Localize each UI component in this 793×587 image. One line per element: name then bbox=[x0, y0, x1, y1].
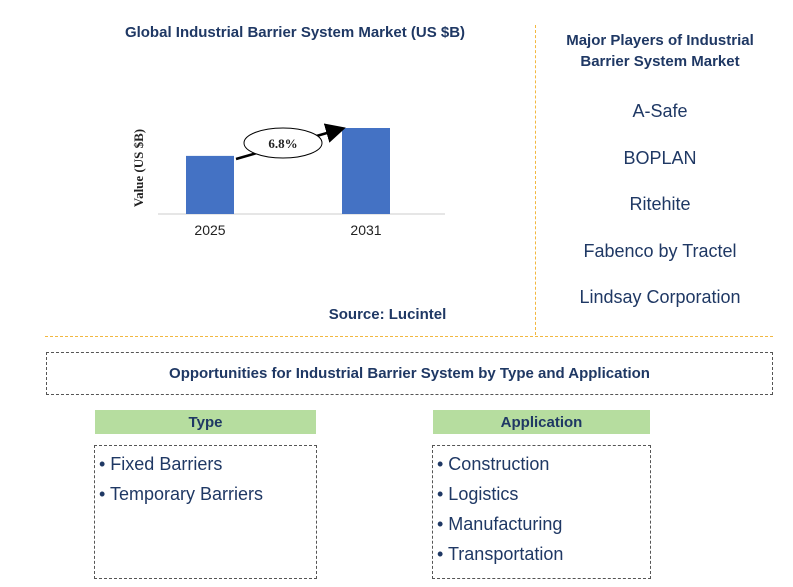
player-item: A-Safe bbox=[632, 101, 688, 121]
players-title: Major Players of Industrial Barrier Syst… bbox=[566, 32, 754, 70]
type-header: Type bbox=[95, 410, 316, 434]
x-tick-label: 2025 bbox=[194, 222, 225, 238]
bar-2031 bbox=[342, 128, 390, 214]
chart-title: Global Industrial Barrier System Market … bbox=[124, 24, 466, 41]
player-item: Lindsay Corporation bbox=[579, 287, 741, 307]
application-item: • Logistics bbox=[437, 484, 519, 504]
type-item: • Fixed Barriers bbox=[99, 454, 223, 474]
bar-2025 bbox=[186, 155, 234, 214]
source-label: Source: Lucintel bbox=[328, 306, 447, 323]
vertical-divider bbox=[535, 25, 536, 335]
bar-chart: Value (US $B) 2025 2031 6.8% bbox=[131, 123, 445, 238]
application-header: Application bbox=[433, 410, 650, 434]
x-tick-label: 2031 bbox=[350, 222, 381, 238]
y-axis-label: Value (US $B) bbox=[131, 129, 146, 207]
type-item: • Temporary Barriers bbox=[99, 484, 264, 504]
application-item: • Transportation bbox=[437, 544, 564, 564]
player-item: BOPLAN bbox=[623, 148, 697, 168]
type-list: • Fixed Barriers • Temporary Barriers bbox=[94, 445, 317, 579]
horizontal-divider bbox=[45, 336, 773, 337]
application-item: • Manufacturing bbox=[437, 514, 563, 534]
application-item: • Construction bbox=[437, 454, 550, 474]
opportunities-title: Opportunities for Industrial Barrier Sys… bbox=[46, 352, 773, 395]
growth-label: 6.8% bbox=[268, 136, 297, 151]
growth-ellipse bbox=[243, 127, 323, 159]
player-item: Fabenco by Tractel bbox=[583, 241, 737, 261]
player-item: Ritehite bbox=[629, 194, 691, 214]
application-list: • Construction • Logistics • Manufacturi… bbox=[432, 445, 651, 579]
